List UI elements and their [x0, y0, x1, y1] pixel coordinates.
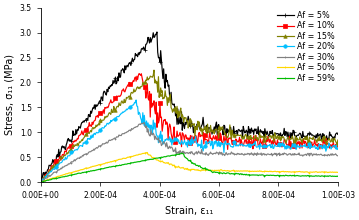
Line: Af = 15%: Af = 15%	[39, 68, 340, 182]
Af = 10%	[74, 139, 79, 141]
Af = 15%	[254, 136, 258, 138]
Af = 50%	[157, 160, 161, 163]
Af = 59%	[135, 161, 140, 163]
Af = 59%	[39, 181, 43, 183]
Af = 5%	[39, 177, 43, 180]
Af = 15%	[226, 134, 230, 137]
Af = 5%	[75, 128, 79, 131]
Af = 20%	[226, 143, 230, 145]
Af = 10%	[254, 134, 258, 137]
Af = 59%	[226, 172, 230, 174]
Af = 50%	[74, 170, 79, 173]
Af = 50%	[135, 154, 140, 156]
Af = 50%	[145, 151, 149, 154]
Af = 59%	[180, 152, 184, 155]
Af = 5%	[136, 51, 140, 54]
Af = 10%	[135, 78, 140, 81]
Af = 59%	[74, 172, 79, 175]
Af = 30%	[142, 121, 146, 124]
Legend: Af = 5%, Af = 10%, Af = 15%, Af = 20%, Af = 30%, Af = 50%, Af = 59%: Af = 5%, Af = 10%, Af = 15%, Af = 20%, A…	[275, 9, 336, 84]
Af = 59%	[254, 174, 258, 176]
Af = 50%	[226, 170, 230, 172]
Af = 15%	[74, 144, 79, 147]
Af = 30%	[135, 125, 140, 128]
Af = 30%	[39, 181, 43, 183]
Af = 59%	[156, 157, 160, 159]
Af = 30%	[254, 152, 258, 155]
Af = 10%	[137, 72, 141, 75]
Af = 5%	[255, 132, 259, 135]
Af = 20%	[254, 145, 258, 147]
Af = 20%	[74, 148, 79, 151]
Af = 5%	[155, 31, 159, 33]
Af = 20%	[255, 146, 260, 148]
Af = 50%	[39, 181, 43, 183]
Af = 10%	[336, 146, 340, 148]
Af = 5%	[39, 178, 44, 181]
Af = 15%	[157, 96, 161, 99]
Af = 59%	[255, 174, 260, 176]
Af = 20%	[136, 113, 140, 116]
Af = 15%	[135, 86, 140, 88]
Line: Af = 20%: Af = 20%	[39, 98, 340, 184]
X-axis label: Strain, ε₁₁: Strain, ε₁₁	[165, 206, 214, 216]
Af = 5%	[227, 130, 231, 133]
Af = 20%	[39, 181, 43, 183]
Line: Af = 5%: Af = 5%	[39, 30, 340, 182]
Af = 50%	[254, 170, 258, 173]
Af = 15%	[39, 179, 43, 182]
Af = 30%	[226, 152, 230, 155]
Af = 5%	[256, 125, 260, 128]
Y-axis label: Stress, σ₁₁ (MPa): Stress, σ₁₁ (MPa)	[4, 55, 14, 136]
Af = 30%	[157, 141, 161, 144]
Af = 20%	[134, 99, 138, 101]
Line: Af = 50%: Af = 50%	[39, 151, 339, 184]
Af = 5%	[158, 61, 162, 63]
Af = 5%	[336, 133, 340, 136]
Af = 30%	[336, 154, 340, 157]
Af = 15%	[255, 136, 260, 139]
Af = 20%	[157, 138, 161, 140]
Line: Af = 10%: Af = 10%	[39, 72, 340, 184]
Af = 50%	[255, 170, 260, 172]
Af = 10%	[157, 119, 161, 121]
Af = 15%	[336, 139, 340, 141]
Af = 10%	[226, 138, 230, 140]
Af = 10%	[39, 181, 43, 183]
Af = 59%	[336, 175, 340, 178]
Af = 50%	[336, 171, 340, 174]
Af = 15%	[152, 69, 156, 72]
Af = 20%	[336, 147, 340, 150]
Af = 10%	[255, 138, 260, 140]
Af = 30%	[74, 158, 79, 161]
Line: Af = 59%: Af = 59%	[39, 152, 339, 184]
Line: Af = 30%: Af = 30%	[39, 121, 339, 183]
Af = 30%	[255, 152, 260, 154]
